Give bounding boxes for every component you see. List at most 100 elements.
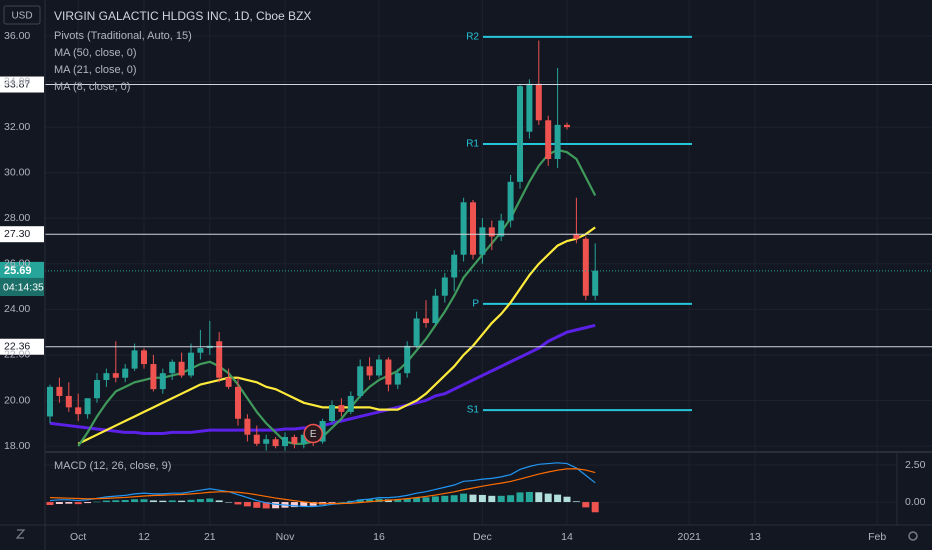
macd-histogram-bar xyxy=(525,491,533,503)
y-tick-label: 22.00 xyxy=(4,349,30,361)
candle-body xyxy=(460,202,467,255)
macd-histogram-bar xyxy=(121,499,129,503)
candle-body xyxy=(488,227,495,237)
macd-histogram-bar xyxy=(84,502,92,504)
price-label: 33.87 xyxy=(4,78,30,90)
macd-histogram-bar xyxy=(469,494,477,503)
countdown-label: 04:14:35 xyxy=(3,282,44,294)
candle-body xyxy=(150,364,157,390)
macd-histogram-bar xyxy=(544,493,552,503)
candle-body xyxy=(141,350,147,365)
macd-histogram-bar xyxy=(225,502,233,503)
currency-box xyxy=(3,5,41,25)
candle-body xyxy=(394,373,401,385)
macd-histogram-bar xyxy=(441,495,449,503)
macd-histogram-bar xyxy=(290,502,298,508)
macd-histogram-bar xyxy=(234,502,242,505)
candle-body xyxy=(94,380,100,399)
macd-histogram-bar xyxy=(394,499,402,503)
candle-body xyxy=(507,181,514,221)
candle-body xyxy=(573,234,580,239)
candle-body xyxy=(188,352,194,376)
macd-line xyxy=(49,462,596,508)
y-tick-label: 20.00 xyxy=(4,394,30,406)
x-tick-label: 2021 xyxy=(678,531,702,543)
pivot-label: R1 xyxy=(466,139,479,150)
zoom-icon[interactable] xyxy=(15,529,26,539)
chart-title: VIRGIN GALACTIC HLDGS INC, 1D, Cboe BZX xyxy=(54,9,311,23)
pivot-label: S1 xyxy=(467,405,480,416)
pivot-label: R2 xyxy=(466,32,479,43)
legend-entry: MA (8, close, 0) xyxy=(54,81,130,93)
pivot-label: P xyxy=(472,299,479,310)
macd-histogram-bar xyxy=(159,500,167,503)
macd-histogram-bar xyxy=(582,502,590,508)
price-label-box xyxy=(0,226,44,243)
candle-body xyxy=(432,295,439,324)
candle-body xyxy=(263,439,270,444)
macd-histogram-bar xyxy=(450,495,458,503)
macd-legend: MACD (12, 26, close, 9) xyxy=(54,460,171,472)
macd-histogram-bar xyxy=(55,502,63,504)
candle-body xyxy=(282,436,288,447)
price-label: 27.30 xyxy=(4,228,30,240)
candle-body xyxy=(366,366,373,376)
candle-body xyxy=(423,318,429,324)
price-label-box xyxy=(0,76,44,93)
candle-body xyxy=(413,318,420,346)
candle-body xyxy=(592,270,599,296)
macd-histogram-bar xyxy=(206,498,214,503)
macd-tick-label: 0.00 xyxy=(905,496,926,508)
legend-entry: Pivots (Traditional, Auto, 15) xyxy=(54,30,192,42)
macd-histogram-bar xyxy=(356,499,364,503)
macd-histogram-bar xyxy=(93,501,101,503)
candle-body xyxy=(329,405,335,422)
macd-histogram-bar xyxy=(262,502,270,509)
macd-histogram-bar xyxy=(178,500,186,503)
earnings-marker xyxy=(303,423,323,444)
candle-body xyxy=(225,377,232,387)
candle-body xyxy=(535,83,542,121)
macd-tick-label: 2.50 xyxy=(905,459,926,471)
signal-line xyxy=(49,468,596,505)
macd-histogram-bar xyxy=(187,499,195,503)
x-tick-label: 13 xyxy=(749,531,761,543)
candle-body xyxy=(197,348,204,353)
candle-body xyxy=(347,395,354,412)
macd-histogram-bar xyxy=(328,502,336,503)
macd-histogram-bar xyxy=(196,499,204,503)
candle-body xyxy=(65,395,72,408)
candle-body xyxy=(479,227,486,255)
macd-histogram-bar xyxy=(422,497,430,503)
candle-body xyxy=(376,359,382,376)
candle-body xyxy=(451,254,458,278)
macd-histogram-bar xyxy=(403,498,411,503)
x-tick-label: 14 xyxy=(561,531,573,543)
candle-body xyxy=(131,350,138,369)
macd-histogram-bar xyxy=(507,495,515,503)
macd-histogram-bar xyxy=(149,500,157,503)
candle-body xyxy=(47,386,53,417)
macd-histogram-bar xyxy=(131,499,139,503)
y-tick-label: 26.00 xyxy=(4,258,30,270)
price-label-box xyxy=(0,338,44,355)
x-tick-label: Feb xyxy=(868,531,886,543)
legend-entry: MA (21, close, 0) xyxy=(54,64,137,76)
macd-histogram-bar xyxy=(337,502,345,503)
x-tick-label: Oct xyxy=(70,531,86,543)
candle-body xyxy=(235,386,241,419)
candle-body xyxy=(470,202,476,255)
candle-body xyxy=(122,368,129,378)
candle-body xyxy=(75,407,82,415)
candle-body xyxy=(338,405,345,412)
moving-average xyxy=(77,226,596,445)
candle-body xyxy=(554,124,561,160)
macd-histogram-bar xyxy=(309,502,317,506)
settings-icon[interactable] xyxy=(908,531,918,541)
candle-body xyxy=(385,359,392,385)
macd-histogram-bar xyxy=(478,494,486,503)
y-tick-label: 30.00 xyxy=(4,166,30,178)
macd-histogram-bar xyxy=(243,502,251,507)
legend-entry: MA (50, close, 0) xyxy=(54,47,137,59)
earnings-label: E xyxy=(310,429,317,440)
